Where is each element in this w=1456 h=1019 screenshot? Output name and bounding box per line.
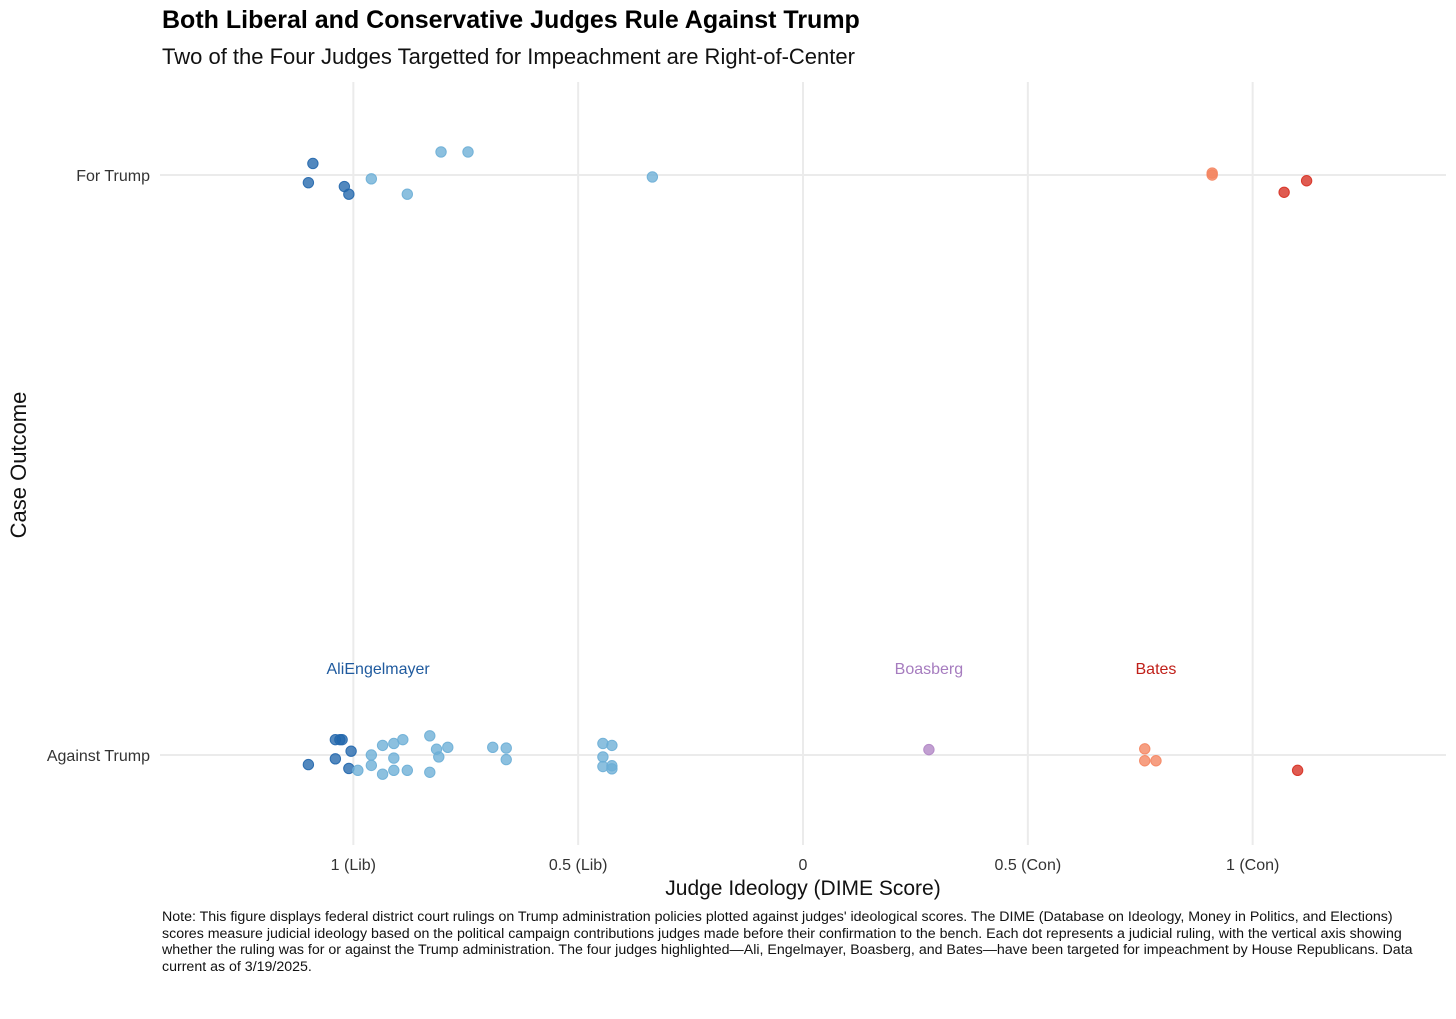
data-point [424, 730, 436, 742]
judge-label: Engelmayer [344, 661, 430, 678]
data-point [433, 751, 445, 763]
data-points [302, 146, 1313, 780]
data-point [646, 171, 659, 183]
data-point [401, 188, 414, 200]
data-point [345, 745, 357, 757]
x-axis-label: Judge Ideology (DIME Score) [665, 877, 940, 900]
chart-title: Both Liberal and Conservative Judges Rul… [162, 6, 860, 34]
data-point [352, 764, 364, 777]
judge-label: Ali [326, 661, 344, 678]
data-point [376, 768, 389, 780]
x-tick-label: 0 [799, 857, 808, 874]
data-point [329, 753, 342, 765]
data-point [302, 176, 315, 189]
data-point [307, 157, 319, 170]
judge-annotations: Ali Engelmayer Boasberg Bates [326, 661, 1176, 678]
chart-subtitle: Two of the Four Judges Targetted for Imp… [162, 44, 855, 69]
data-point [606, 763, 618, 775]
data-point [487, 741, 499, 754]
x-tick-label: 0.5 (Con) [994, 857, 1061, 874]
data-point [401, 764, 414, 777]
data-point [1139, 743, 1151, 755]
data-point [462, 146, 474, 158]
x-tick-label: 1 (Con) [1226, 857, 1279, 874]
data-point [1206, 169, 1218, 181]
judge-label: Bates [1136, 661, 1177, 678]
data-point [365, 173, 378, 185]
tick-labels: 1 (Lib) 0.5 (Lib) 0 0.5 (Con) 1 (Con) Against… [47, 168, 1279, 874]
x-tick-label: 0.5 (Lib) [549, 857, 608, 874]
data-point [365, 759, 378, 772]
data-point [606, 739, 618, 752]
y-axis-label: Case Outcome [6, 392, 31, 539]
data-point [388, 752, 400, 764]
data-point [1278, 186, 1290, 198]
figure-note: Note: This figure displays federal distr… [162, 909, 1413, 975]
data-point [1150, 755, 1162, 767]
data-point [923, 743, 935, 756]
data-point [302, 758, 315, 771]
data-point [597, 751, 609, 763]
data-point [1300, 175, 1313, 187]
data-point [435, 146, 447, 158]
y-tick-label: Against Trump [47, 748, 150, 765]
data-point [424, 766, 436, 778]
data-point [336, 733, 348, 746]
judge-label: Boasberg [895, 661, 964, 678]
x-tick-label: 1 (Lib) [331, 857, 376, 874]
data-point [1291, 764, 1304, 777]
data-point [388, 764, 400, 777]
data-point [365, 749, 378, 761]
data-point [388, 737, 400, 750]
data-point [500, 742, 512, 754]
data-point [343, 188, 355, 200]
data-point [500, 753, 512, 766]
y-tick-label: For Trump [76, 168, 150, 185]
data-point [442, 741, 454, 754]
data-point [376, 739, 389, 752]
data-point [1139, 755, 1151, 767]
